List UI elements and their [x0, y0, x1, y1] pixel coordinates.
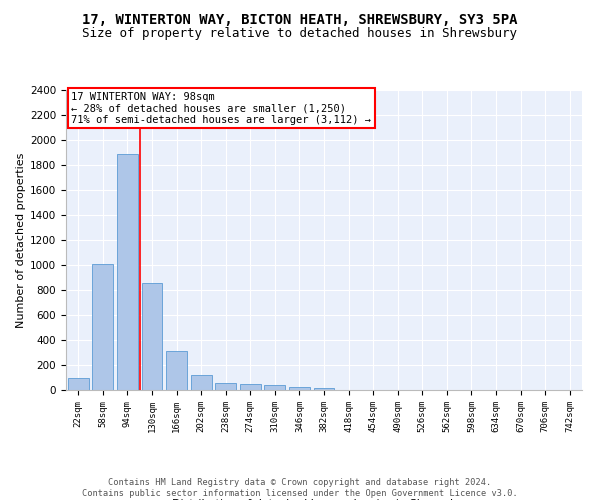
- Text: Contains HM Land Registry data © Crown copyright and database right 2024.
Contai: Contains HM Land Registry data © Crown c…: [82, 478, 518, 498]
- Bar: [265, 385, 286, 390]
- Bar: [68, 378, 89, 390]
- Bar: [117, 154, 138, 390]
- Bar: [191, 375, 212, 390]
- Bar: [289, 387, 310, 390]
- Y-axis label: Number of detached properties: Number of detached properties: [16, 152, 26, 328]
- Bar: [142, 282, 163, 390]
- Bar: [314, 388, 334, 390]
- Text: 17 WINTERTON WAY: 98sqm
← 28% of detached houses are smaller (1,250)
71% of semi: 17 WINTERTON WAY: 98sqm ← 28% of detache…: [71, 92, 371, 124]
- Bar: [92, 264, 113, 390]
- Text: 17, WINTERTON WAY, BICTON HEATH, SHREWSBURY, SY3 5PA: 17, WINTERTON WAY, BICTON HEATH, SHREWSB…: [82, 12, 518, 26]
- Bar: [215, 382, 236, 390]
- X-axis label: Distribution of detached houses by size in Shrewsbury: Distribution of detached houses by size …: [172, 498, 476, 500]
- Bar: [166, 350, 187, 390]
- Bar: [240, 384, 261, 390]
- Text: Size of property relative to detached houses in Shrewsbury: Size of property relative to detached ho…: [83, 28, 517, 40]
